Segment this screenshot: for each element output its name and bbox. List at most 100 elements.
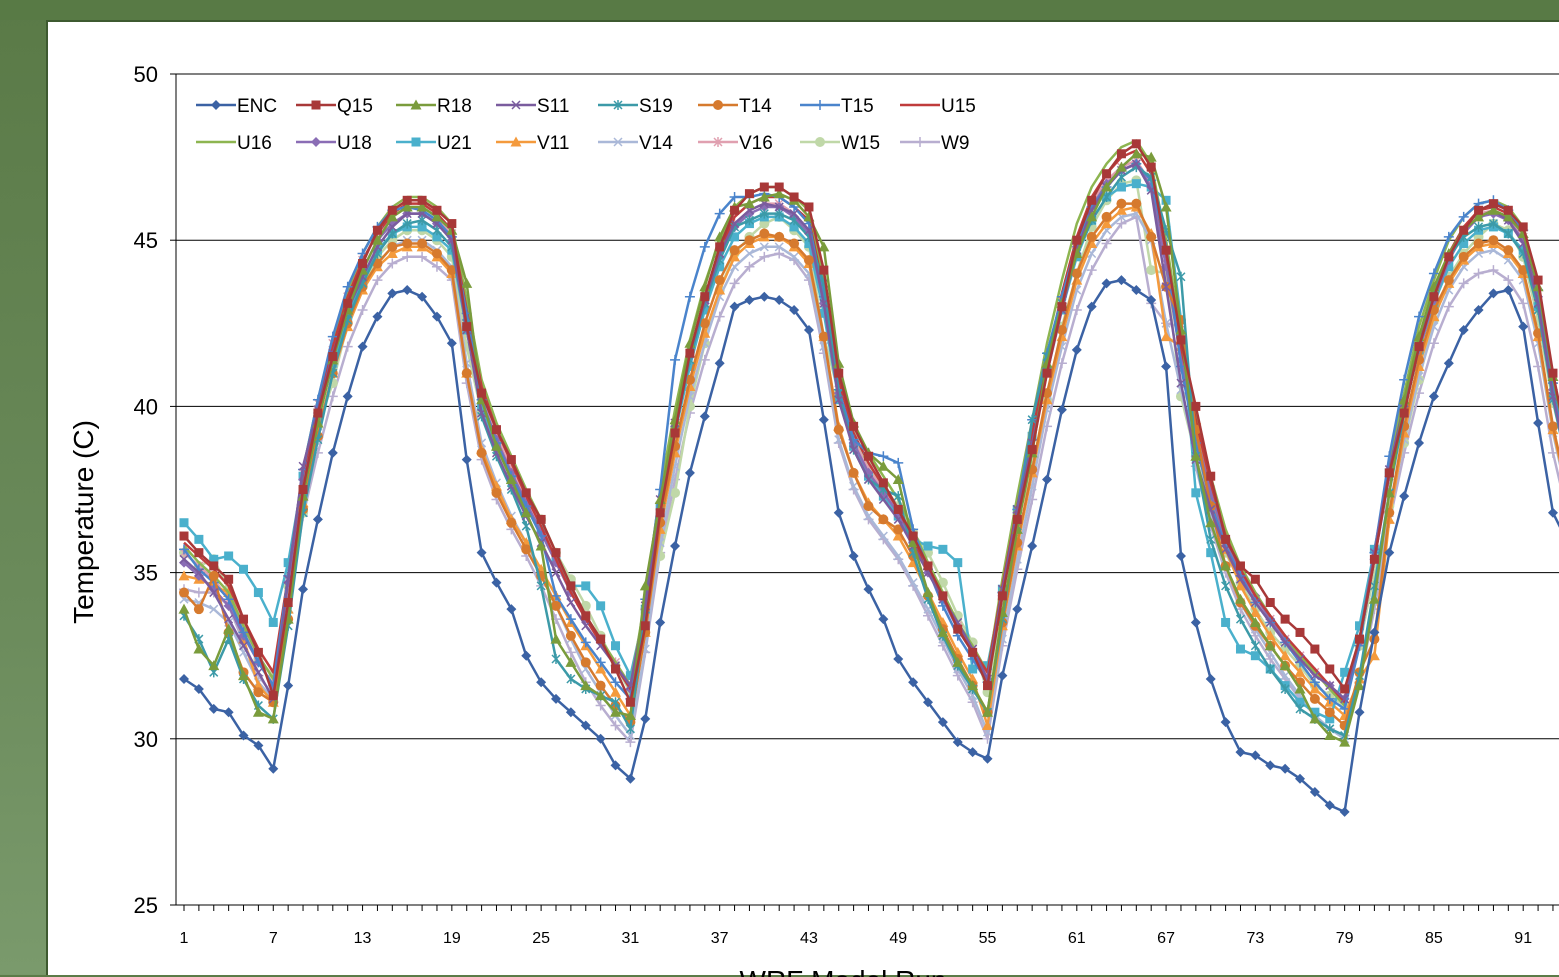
data-point xyxy=(269,618,278,627)
data-point xyxy=(1415,342,1424,351)
data-point xyxy=(1459,226,1468,235)
data-point xyxy=(685,349,694,358)
data-point xyxy=(284,598,293,607)
data-point xyxy=(1087,265,1097,275)
data-point xyxy=(1325,664,1334,673)
data-point xyxy=(328,448,338,458)
legend-label: U16 xyxy=(237,133,272,154)
slide-top-band xyxy=(0,0,1559,20)
data-point xyxy=(715,275,725,285)
data-point xyxy=(179,604,190,614)
data-point xyxy=(462,368,472,378)
legend-label: U18 xyxy=(337,133,372,154)
data-point xyxy=(968,648,977,657)
data-point xyxy=(819,266,828,275)
data-point xyxy=(581,657,591,667)
data-point xyxy=(878,514,888,524)
data-point xyxy=(1235,747,1245,757)
legend-label: T14 xyxy=(739,96,772,117)
data-point xyxy=(239,565,248,574)
x-tick-label: 73 xyxy=(1246,930,1264,947)
data-point xyxy=(849,551,859,561)
data-point xyxy=(522,488,531,497)
data-point xyxy=(879,478,888,487)
data-point xyxy=(1191,402,1200,411)
y-tick-label: 35 xyxy=(134,561,158,586)
data-point xyxy=(1087,232,1097,242)
data-point xyxy=(477,548,487,558)
data-point xyxy=(1162,246,1171,255)
data-point xyxy=(611,664,620,673)
y-tick-label: 50 xyxy=(134,62,158,87)
data-point xyxy=(760,183,769,192)
data-point xyxy=(1533,418,1543,428)
data-point xyxy=(462,455,472,465)
data-point xyxy=(744,235,754,245)
data-point xyxy=(1177,272,1185,282)
data-point xyxy=(1146,232,1156,242)
legend-item-u15: U15 xyxy=(900,96,976,117)
data-point xyxy=(299,485,308,494)
data-point xyxy=(864,452,873,461)
data-point xyxy=(671,428,680,437)
y-tick-label: 30 xyxy=(134,727,158,752)
data-point xyxy=(815,100,825,110)
data-point xyxy=(224,551,233,560)
data-point xyxy=(983,681,992,690)
x-tick-label: 61 xyxy=(1068,930,1086,947)
data-point xyxy=(298,584,308,594)
data-point xyxy=(402,239,412,249)
data-point xyxy=(849,422,858,431)
data-point xyxy=(432,206,441,215)
data-point xyxy=(269,691,278,700)
y-axis-title: Temperature (C) xyxy=(68,420,99,624)
x-tick-label: 91 xyxy=(1514,930,1532,947)
data-point xyxy=(670,541,680,551)
data-point xyxy=(313,409,322,418)
legend-label: Q15 xyxy=(337,96,373,117)
data-point xyxy=(343,391,353,401)
x-tick-label: 31 xyxy=(622,930,640,947)
data-point xyxy=(1236,645,1245,654)
y-tick-label: 45 xyxy=(134,228,158,253)
x-tick-label: 43 xyxy=(800,930,818,947)
data-point xyxy=(1503,245,1513,255)
data-point xyxy=(1176,551,1186,561)
x-tick-label: 19 xyxy=(443,930,461,947)
data-point xyxy=(596,601,605,610)
data-point xyxy=(1534,276,1543,285)
data-point xyxy=(1236,561,1245,570)
legend-item-s19: S19 xyxy=(598,96,673,117)
data-point xyxy=(194,535,203,544)
data-point xyxy=(194,588,204,598)
data-point xyxy=(1429,391,1439,401)
data-point xyxy=(358,259,367,268)
data-point xyxy=(730,302,740,312)
data-point xyxy=(566,631,576,641)
x-tick-label: 37 xyxy=(711,930,729,947)
data-point xyxy=(730,245,740,255)
data-point xyxy=(1132,179,1141,188)
data-point xyxy=(1206,472,1215,481)
data-point xyxy=(924,561,933,570)
legend-item-u16: U16 xyxy=(196,133,272,154)
data-point xyxy=(506,518,516,528)
data-point xyxy=(1116,199,1126,209)
data-point xyxy=(491,488,501,498)
data-point xyxy=(1221,618,1230,627)
data-point xyxy=(730,206,739,215)
data-point xyxy=(254,648,263,657)
data-point xyxy=(1504,206,1513,215)
data-point xyxy=(403,196,412,205)
data-point xyxy=(1027,541,1037,551)
data-point xyxy=(1251,575,1260,584)
data-point xyxy=(1310,694,1320,704)
data-point xyxy=(1236,614,1244,624)
data-point xyxy=(567,674,575,684)
data-point xyxy=(938,545,947,554)
data-point xyxy=(1072,345,1082,355)
data-point xyxy=(894,505,903,514)
legend-item-s11: S11 xyxy=(496,96,569,117)
data-point xyxy=(1161,362,1171,372)
